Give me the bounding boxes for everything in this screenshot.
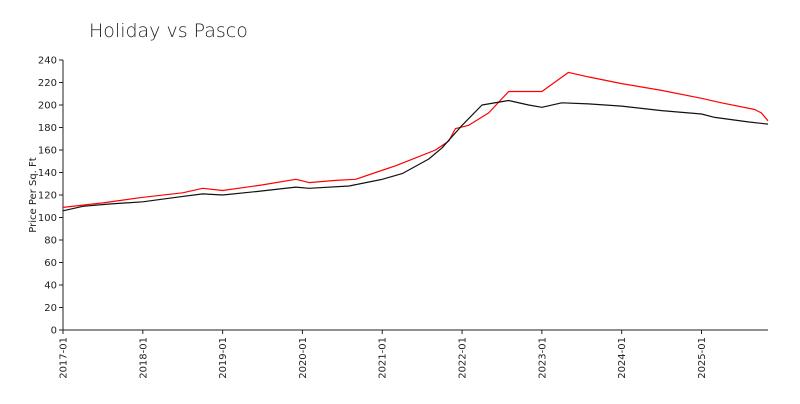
y-tick-label: 80 [44, 236, 57, 247]
x-tick-label: 2022-01 [458, 337, 469, 379]
y-tick-label: 100 [38, 213, 57, 224]
y-tick-label: 180 [38, 123, 57, 134]
series-layer [62, 71, 769, 212]
y-tick-label: 160 [38, 146, 57, 157]
y-tick-label: 60 [44, 258, 57, 269]
y-tick-label: 20 [44, 303, 57, 314]
y-tick-label: 120 [38, 191, 57, 202]
x-tick-label: 2020-01 [298, 337, 309, 379]
chart-title: Holiday vs Pasco [89, 20, 248, 42]
y-tick-label: 240 [38, 56, 57, 67]
series-line-1 [62, 71, 769, 208]
series-line-2 [62, 99, 769, 212]
x-ticks: 2017-01 2018-01 2019-01 2020-01 2021-01 2022-… [59, 330, 708, 379]
y-axis-label: Price Per Sq. Ft [28, 157, 39, 232]
y-tick-label: 140 [38, 168, 57, 179]
y-ticks: 0 20 40 60 80 100 120 140 160 180 200 220 240 [38, 56, 63, 337]
x-tick-label: 2025-01 [697, 337, 708, 379]
y-tick-label: 0 [51, 326, 57, 337]
x-tick-label: 2017-01 [59, 337, 70, 379]
y-tick-label: 200 [38, 101, 57, 112]
x-tick-label: 2018-01 [138, 337, 149, 379]
x-tick-label: 2023-01 [537, 337, 548, 379]
x-tick-label: 2021-01 [378, 337, 389, 379]
x-tick-label: 2024-01 [617, 337, 628, 379]
x-tick-label: 2019-01 [218, 337, 229, 379]
y-tick-label: 220 [38, 78, 57, 89]
y-tick-label: 40 [44, 281, 57, 292]
